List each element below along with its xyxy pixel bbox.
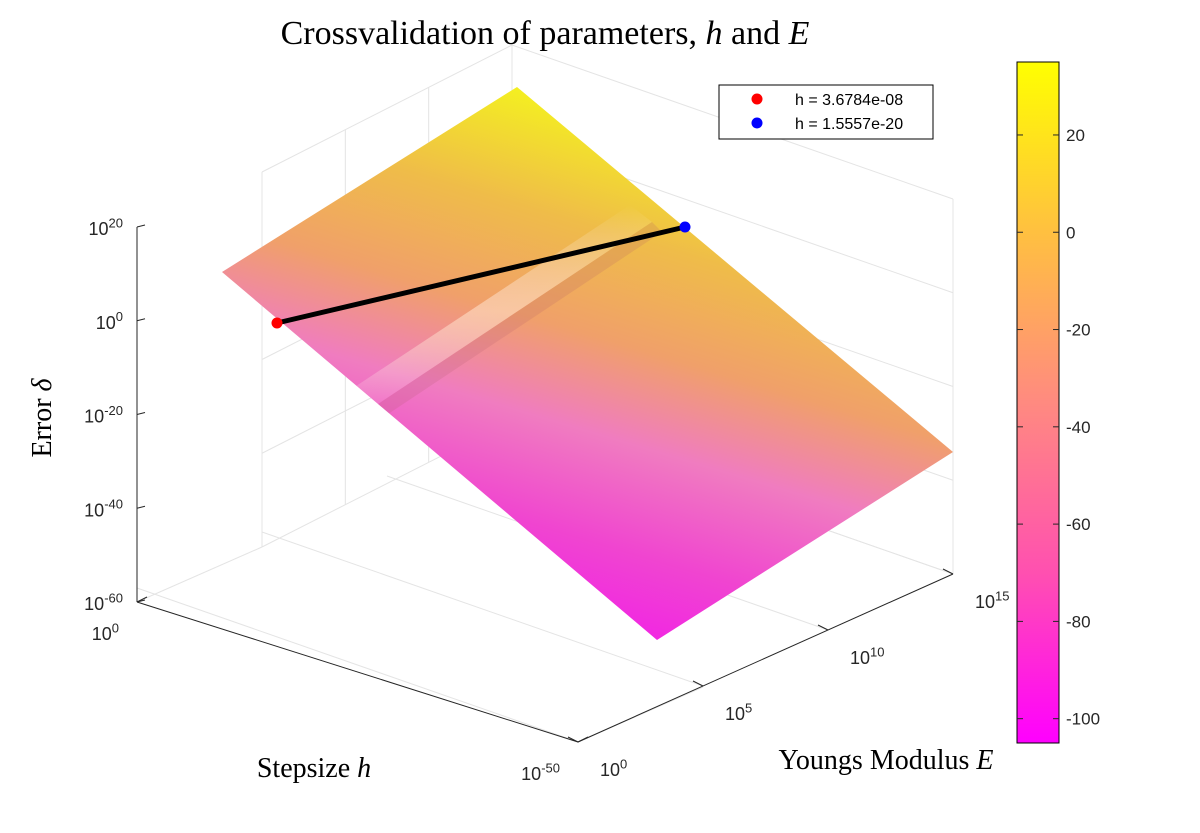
legend-marker-red	[751, 93, 763, 105]
colorbar-tick-label: -40	[1066, 418, 1091, 437]
x-tick-label-base: 10	[600, 760, 620, 780]
y-tick-label-exp: -50	[541, 760, 560, 775]
chart-title: Crossvalidation of parameters, h and E	[281, 15, 810, 52]
z-tick-mark	[136, 318, 146, 322]
z-tick-label-base: 10	[96, 313, 116, 333]
z-label-var: δ	[27, 377, 58, 391]
colorbar: 20 0 -20 -40 -60 -80 -100	[1016, 61, 1100, 744]
colorbar-tick-label: -20	[1066, 321, 1091, 340]
x-tick-label-exp: 15	[995, 588, 1009, 603]
y-tick-mark	[577, 736, 589, 743]
legend-marker-blue	[751, 117, 763, 129]
y-label-text: Stepsize	[257, 753, 357, 784]
y-tick-label: 10-50	[521, 760, 560, 784]
y-tick-label-base: 10	[92, 624, 112, 644]
surface-ridge	[335, 205, 652, 418]
legend-box	[718, 84, 934, 140]
z-tick-label: 10-20	[84, 403, 123, 427]
y-axis-label: Stepsize h	[257, 753, 371, 784]
x-tick-mark	[692, 680, 704, 687]
z-tick-label-exp: -60	[104, 590, 123, 605]
legend: h = 3.6784e-08 h = 1.5557e-20	[718, 84, 934, 140]
y-tick-label-exp: 0	[112, 620, 119, 635]
x-tick-label-exp: 5	[745, 700, 752, 715]
z-tick-label-base: 10	[84, 594, 104, 614]
surface-ridge-shade	[357, 222, 662, 428]
title-mid: and	[723, 15, 789, 52]
y-tick-label-base: 10	[521, 764, 541, 784]
z-tick-label-exp: -20	[104, 403, 123, 418]
y-label-var: h	[357, 753, 371, 784]
legend-label-blue: h = 1.5557e-20	[795, 116, 903, 133]
z-tick-label: 1020	[89, 215, 124, 239]
z-tick-label-base: 10	[89, 219, 109, 239]
x-label-text: Youngs Modulus	[779, 745, 977, 776]
x-axis-line	[577, 573, 954, 743]
colorbar-tick-label: 0	[1066, 223, 1075, 242]
colorbar-tick-label: -60	[1066, 515, 1091, 534]
legend-label-red: h = 3.6784e-08	[795, 92, 903, 109]
y-axis-line	[136, 601, 579, 743]
z-tick-label-base: 10	[84, 407, 104, 427]
colorbar-tick-label: -80	[1066, 612, 1091, 631]
x-tick-label-base: 10	[850, 648, 870, 668]
z-tick-mark	[136, 505, 146, 509]
x-tick-label-exp: 0	[620, 756, 627, 771]
x-tick-mark	[942, 568, 954, 575]
z-tick-label: 100	[96, 309, 123, 333]
x-floor-grid-line	[136, 587, 579, 743]
crossvalidation-line	[276, 224, 686, 326]
x-tick-mark	[567, 736, 579, 743]
z-tick-mark	[136, 224, 146, 228]
x-axis-label: Youngs Modulus E	[779, 745, 994, 776]
y-floor-grid-line	[136, 546, 263, 603]
z-tick-mark	[136, 412, 146, 415]
x-tick-label-base: 10	[975, 592, 995, 612]
x-tick-label: 100	[600, 756, 627, 780]
z-tick-label-exp: 20	[109, 215, 123, 230]
title-prefix: Crossvalidation of parameters,	[281, 15, 706, 52]
title-var-e: E	[788, 15, 810, 52]
title-var-h: h	[706, 15, 723, 52]
x-tick-label-base: 10	[725, 704, 745, 724]
z-label-text: Error	[27, 391, 58, 457]
x-tick-label-exp: 10	[870, 644, 884, 659]
x-floor-grid-line	[261, 531, 704, 687]
error-surface	[222, 87, 953, 640]
x-tick-label: 105	[725, 700, 752, 724]
y-tick-label: 100	[92, 620, 119, 644]
z-axis-label: Error δ	[27, 377, 58, 457]
colorbar-tick-label: 20	[1066, 126, 1085, 145]
z-tick-label-base: 10	[84, 500, 104, 520]
x-tick-label: 1010	[850, 644, 885, 668]
surface-patch	[222, 87, 953, 640]
red-point-marker	[271, 317, 283, 329]
z-tick-label-exp: 0	[116, 309, 123, 324]
y-tick-mark	[136, 596, 148, 603]
x-tick-mark	[817, 624, 829, 631]
colorbar-gradient	[1016, 61, 1060, 744]
z-tick-label: 10-60	[84, 590, 123, 614]
z-tick-label: 10-40	[84, 497, 123, 521]
x-tick-label: 1015	[975, 588, 1010, 612]
blue-point-marker	[679, 221, 691, 233]
z-tick-label-exp: -40	[104, 497, 123, 512]
colorbar-tick-label: -100	[1066, 710, 1100, 729]
x-label-var: E	[975, 745, 993, 776]
